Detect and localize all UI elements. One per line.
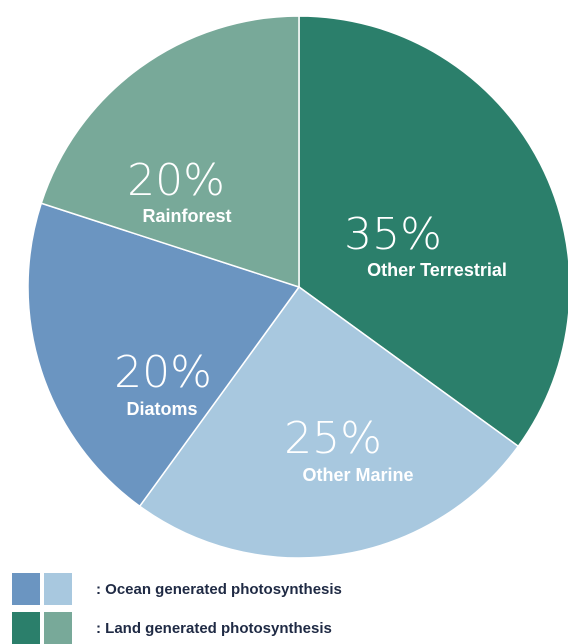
legend-swatch-ocean-light	[44, 573, 72, 605]
slice-label-other-terrestrial: Other Terrestrial	[367, 260, 507, 280]
pie-slice-other-terrestrial	[298, 15, 568, 448]
pie-slice-rainforest	[40, 15, 300, 289]
pie-slice-diatoms	[27, 202, 301, 508]
legend-swatch-land-light	[44, 612, 72, 644]
legend-text-ocean: : Ocean generated photosynthesis	[96, 580, 342, 598]
slice-pct-other-marine: 25%	[284, 413, 382, 464]
legend-swatch-land-dark	[12, 612, 40, 644]
legend-land: : Land generated photosynthesis	[12, 612, 332, 644]
slice-label-diatoms: Diatoms	[126, 399, 197, 419]
pie-slice-other-marine	[138, 285, 520, 559]
legend-text-land: : Land generated photosynthesis	[96, 619, 332, 637]
slice-label-rainforest: Rainforest	[142, 206, 231, 226]
slice-pct-diatoms: 20%	[114, 347, 212, 398]
slice-pct-rainforest: 20%	[127, 155, 225, 206]
pie-chart: 35% Other Terrestrial 25% Other Marine 2…	[27, 15, 568, 559]
slice-label-other-marine: Other Marine	[302, 465, 413, 485]
slice-pct-other-terrestrial: 35%	[344, 209, 442, 260]
legend-ocean: : Ocean generated photosynthesis	[12, 573, 342, 605]
legend-swatch-ocean-dark	[12, 573, 40, 605]
